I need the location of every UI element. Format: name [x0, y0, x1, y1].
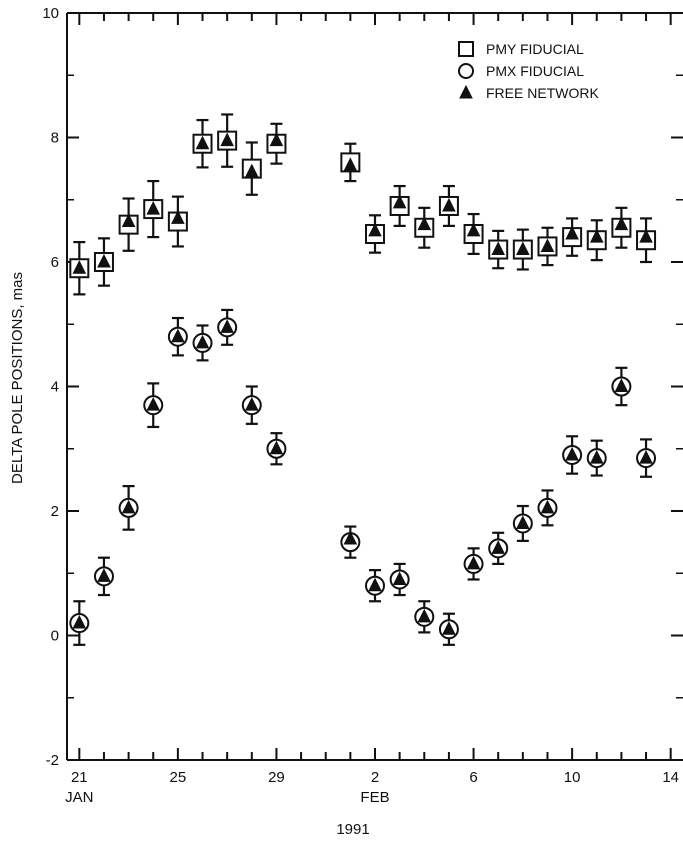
triangle-marker — [565, 225, 579, 240]
y-tick-label: 2 — [51, 503, 59, 520]
triangle-marker — [614, 216, 629, 231]
triangle-marker — [121, 213, 136, 228]
triangle-marker — [171, 210, 185, 224]
y-axis-label: DELTA POLE POSITIONS, mas — [9, 272, 26, 484]
x-tick-label: 25 — [170, 769, 187, 786]
data-markers — [69, 130, 657, 640]
legend-label: PMY FIDUCIAL — [486, 41, 584, 57]
x-axis-ticks: 21 25 29 2 6 10 14 JAN FEB — [65, 13, 679, 806]
triangle-marker — [516, 515, 530, 529]
triangle-marker — [220, 132, 234, 147]
legend-label: PMX FIDUCIAL — [486, 63, 584, 79]
triangle-marker — [220, 319, 234, 333]
plot-frame — [66, 12, 683, 761]
x-month-label: FEB — [360, 789, 389, 806]
x-tick-label: 2 — [371, 769, 379, 786]
triangle-marker — [442, 621, 456, 635]
legend-marker — [458, 41, 474, 57]
y-tick-label: -2 — [46, 752, 59, 769]
triangle-marker — [244, 397, 259, 411]
triangle-marker — [614, 378, 629, 392]
y-tick-label: 0 — [51, 628, 59, 645]
x-tick-label: 21 — [71, 769, 88, 786]
triangle-marker — [392, 194, 407, 209]
y-tick-label: 10 — [42, 5, 59, 22]
triangle-marker — [639, 228, 653, 243]
triangle-marker — [269, 440, 284, 455]
x-tick-label: 10 — [564, 769, 581, 786]
x-tick-label: 14 — [662, 769, 679, 786]
y-tick-label: 6 — [51, 254, 59, 271]
error-bars — [73, 113, 653, 646]
triangle-marker — [491, 241, 506, 256]
triangle-marker — [589, 449, 604, 464]
triangle-marker — [195, 135, 210, 150]
triangle-marker — [146, 397, 161, 411]
triangle-marker — [343, 157, 358, 172]
triangle-marker — [368, 222, 382, 237]
y-axis-ticks: -2 0 2 4 6 8 10 — [42, 5, 683, 769]
triangle-marker — [343, 530, 358, 545]
triangle-marker — [97, 253, 111, 268]
legend-marker — [459, 84, 473, 99]
triangle-marker — [466, 555, 481, 570]
triangle-marker — [97, 568, 111, 582]
triangle-marker — [491, 540, 506, 554]
triangle-marker — [589, 228, 604, 243]
triangle-marker — [269, 132, 284, 147]
triangle-marker — [72, 260, 87, 274]
triangle-marker — [417, 608, 432, 623]
legend-label: FREE NETWORK — [486, 85, 599, 101]
triangle-marker — [540, 238, 555, 252]
triangle-marker — [72, 614, 87, 629]
legend-marker — [458, 63, 474, 79]
y-tick-label: 8 — [51, 130, 59, 147]
legend: PMY FIDUCIAL PMX FIDUCIAL FREE NETWORK — [458, 41, 599, 101]
y-tick-label: 4 — [51, 379, 59, 396]
x-tick-label: 6 — [469, 769, 477, 786]
x-month-label: JAN — [65, 789, 93, 806]
triangle-marker — [639, 449, 653, 464]
triangle-marker — [540, 499, 555, 514]
triangle-marker — [146, 200, 161, 215]
x-tick-label: 29 — [268, 769, 285, 786]
triangle-marker — [442, 197, 456, 212]
x-axis-label: 1991 — [336, 821, 369, 838]
triangle-marker — [516, 241, 530, 256]
triangle-marker — [195, 334, 210, 349]
triangle-marker — [417, 216, 432, 231]
triangle-marker — [368, 577, 382, 592]
triangle-marker — [565, 446, 579, 461]
triangle-marker — [466, 222, 481, 237]
triangle-marker — [171, 328, 185, 343]
triangle-marker — [121, 499, 136, 514]
triangle-marker — [244, 163, 259, 178]
triangle-marker — [392, 571, 407, 585]
